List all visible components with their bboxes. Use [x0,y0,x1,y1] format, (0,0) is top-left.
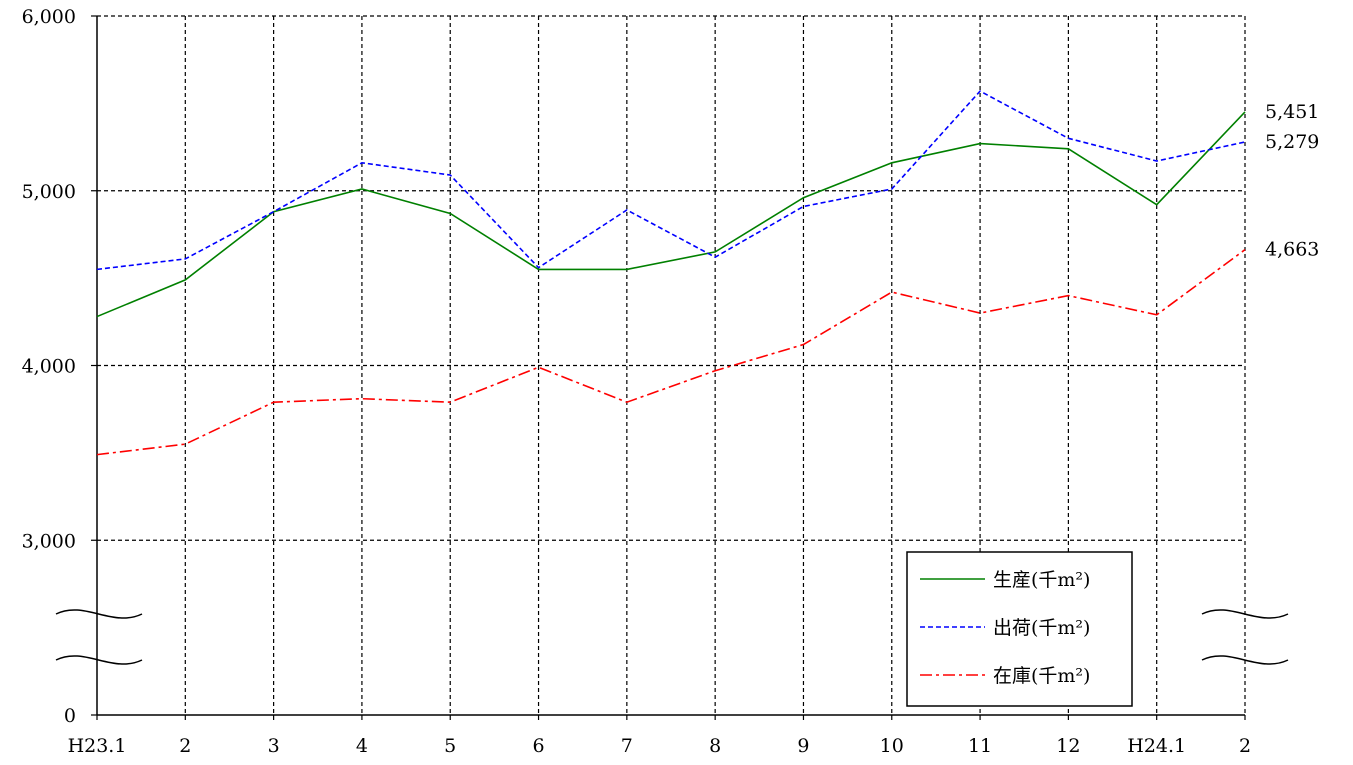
x-tick-label: 9 [797,735,809,757]
end-value-label: 4,663 [1265,239,1319,261]
series-lines [96,90,1246,456]
series-line [96,90,1246,271]
legend-label: 出荷(千m²) [993,617,1090,639]
y-tick-label: 3,000 [22,530,76,552]
x-tick-label: 11 [968,735,992,757]
x-tick-label: 10 [880,735,904,757]
x-tick-label: 12 [1056,735,1080,757]
x-tick-label: 4 [356,735,368,757]
end-value-label: 5,451 [1265,101,1319,123]
x-tick-label: 8 [709,735,721,757]
axis-break-wave [1201,609,1289,619]
legend-box [906,551,1133,707]
x-tick-labels: H23.1 2 3 4 5 6 7 8 9 10 11 12 H24.1 2 [68,735,1251,757]
x-tick-label: H23.1 [68,735,127,757]
x-tick-label: 6 [532,735,544,757]
series-line [96,111,1246,318]
axis-break-marks [55,609,1289,665]
end-value-label: 5,279 [1265,131,1319,153]
legend: 生産(千m²) 出荷(千m²) 在庫(千m²) [906,551,1133,707]
x-tick-label: 7 [621,735,633,757]
series-line [96,248,1246,456]
y-tick-label: 6,000 [22,6,76,28]
axis-break-wave [55,609,143,619]
x-tick-label: 2 [179,735,191,757]
axes [91,15,1246,720]
x-tick-label: 3 [268,735,280,757]
legend-label: 生産(千m²) [993,569,1090,591]
legend-label: 在庫(千m²) [993,665,1090,687]
y-tick-label: 0 [64,705,76,727]
y-tick-label: 5,000 [22,181,76,203]
x-tick-label: H24.1 [1127,735,1186,757]
y-tick-labels: 0 3,000 4,000 5,000 6,000 [22,6,76,727]
axis-break-wave [1201,655,1289,665]
y-tick-label: 4,000 [22,356,76,378]
end-value-labels: 5,451 5,279 4,663 [1265,101,1319,261]
x-tick-label: 2 [1239,735,1251,757]
x-tick-label: 5 [444,735,456,757]
axis-break-wave [55,655,143,665]
